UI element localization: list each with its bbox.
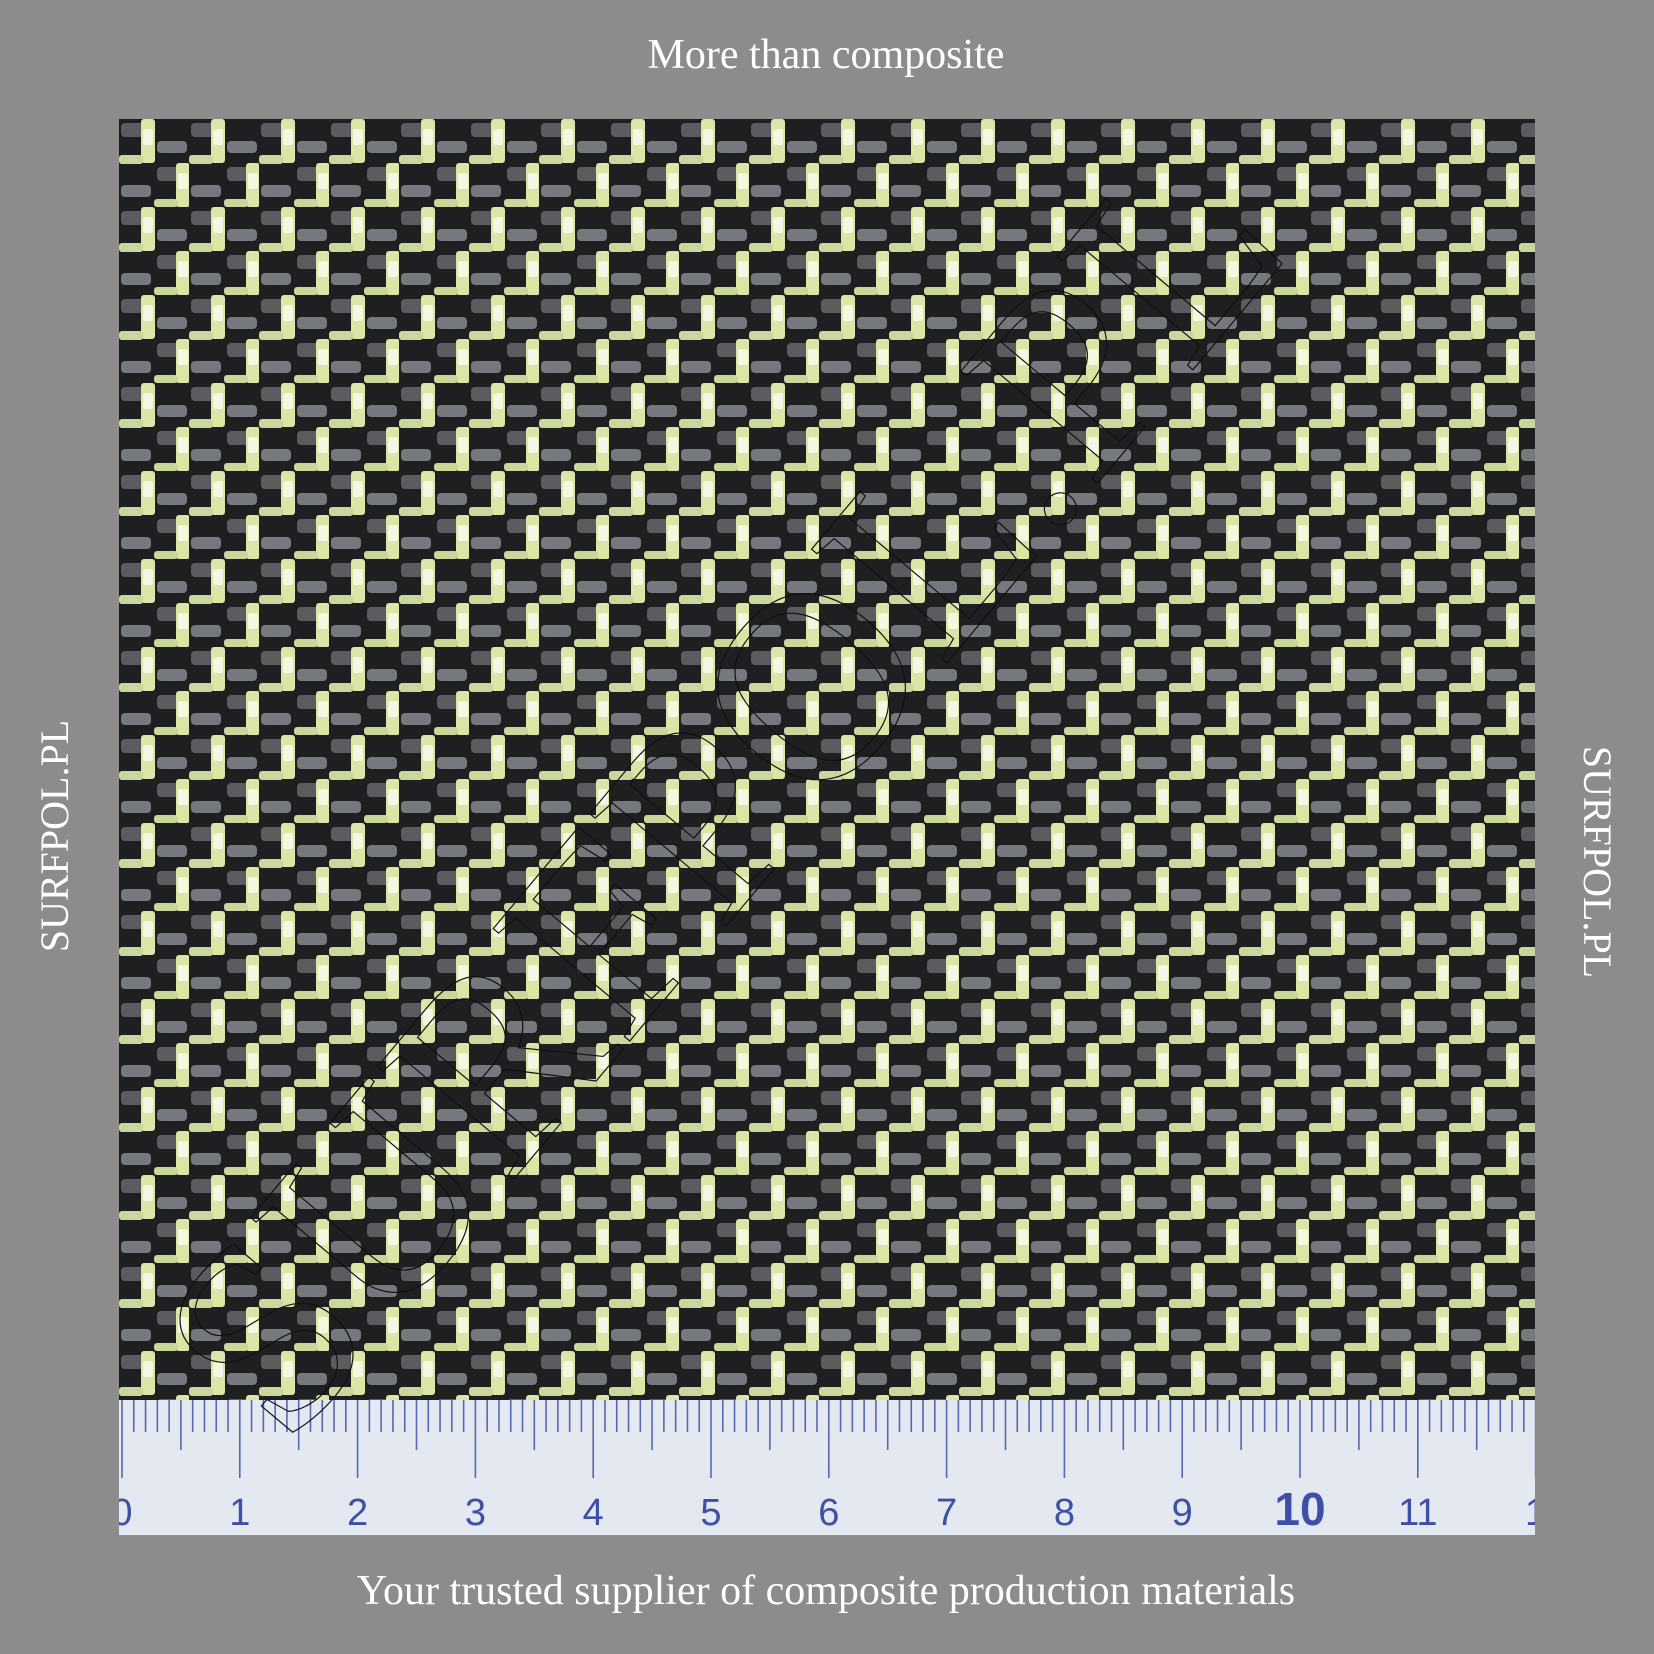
- ruler-label: 2: [347, 1492, 368, 1534]
- title: More than composite: [648, 32, 1005, 78]
- ruler-label: 6: [818, 1492, 839, 1534]
- ruler-body: [119, 1400, 1535, 1535]
- tagline: Your trusted supplier of composite produ…: [357, 1568, 1295, 1614]
- ruler-label: 4: [583, 1492, 604, 1534]
- ruler-label: 1: [229, 1492, 250, 1534]
- ruler-label: 3: [465, 1492, 486, 1534]
- ruler-label: 5: [700, 1492, 721, 1534]
- side-label-left: SURFPOL.PL: [32, 720, 77, 952]
- side-label-right: SURFPOL.PL: [1575, 746, 1620, 978]
- fabric-photo: [119, 119, 1535, 1400]
- ruler: 012345678910111: [111, 1400, 1546, 1535]
- ruler-label: 11: [1398, 1492, 1437, 1534]
- ruler-label: 10: [1274, 1483, 1325, 1535]
- ruler-label: 1: [1525, 1492, 1546, 1534]
- ruler-label: 8: [1054, 1492, 1075, 1534]
- ruler-label: 9: [1172, 1492, 1193, 1534]
- ruler-label: 0: [111, 1492, 132, 1534]
- ruler-label: 7: [936, 1492, 957, 1534]
